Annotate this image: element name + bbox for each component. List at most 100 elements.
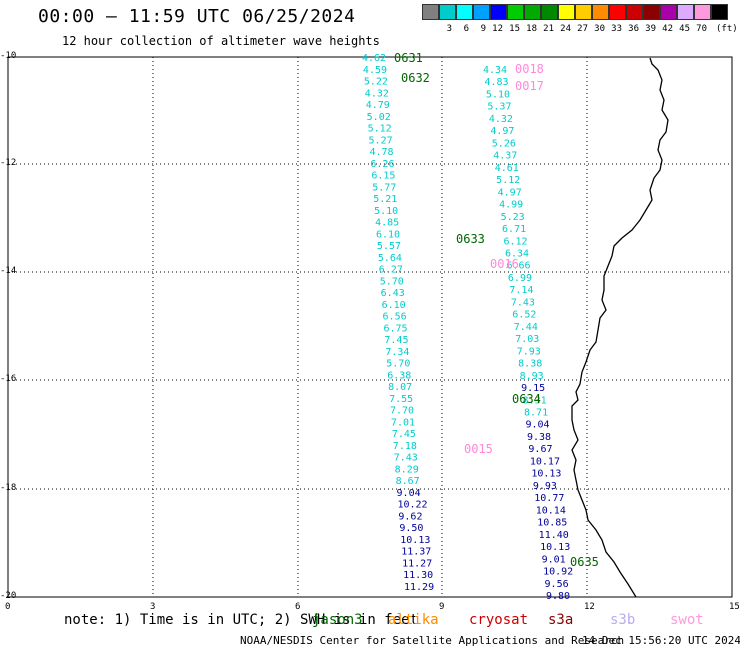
track-b-value: 10.13 <box>531 469 561 480</box>
track-a-value: 6.27 <box>379 265 403 276</box>
track-b-value: 9.15 <box>521 383 545 394</box>
legend-swatch <box>524 4 541 20</box>
mission-label: cryosat <box>469 612 529 628</box>
mission-label: swot <box>670 612 704 628</box>
track-b-value: 6.12 <box>504 236 528 247</box>
legend-swatch <box>507 4 524 20</box>
mission-label: jason3 <box>312 612 363 628</box>
lon-tick-label: 6 <box>295 602 301 612</box>
track-a-value: 8.67 <box>396 476 420 487</box>
track-a-value: 9.04 <box>397 488 421 499</box>
track-id-label: 0634 <box>512 392 541 406</box>
track-id-label: 0016 <box>490 257 519 271</box>
track-b-value: 8.71 <box>524 408 548 419</box>
track-b-value: 9.80 <box>546 591 570 602</box>
track-id-label: 0632 <box>401 71 430 85</box>
track-a-value: 5.77 <box>372 182 396 193</box>
track-a-value: 7.45 <box>392 429 416 440</box>
track-a-value: 5.70 <box>386 359 410 370</box>
legend-label: 12 <box>492 24 503 34</box>
track-b-value: 4.99 <box>499 200 523 211</box>
track-b-value: 10.17 <box>530 456 560 467</box>
legend-label: 24 <box>560 24 571 34</box>
legend-swatch <box>626 4 643 20</box>
track-a-value: 6.38 <box>387 370 411 381</box>
track-a-value: 9.62 <box>398 511 422 522</box>
legend-label: 3 <box>446 24 452 34</box>
lon-tick-label: 12 <box>584 602 595 612</box>
track-b-value: 6.52 <box>512 310 536 321</box>
track-a-value: 4.85 <box>375 218 399 229</box>
track-b-value: 9.56 <box>545 579 569 590</box>
legend-swatch <box>694 4 711 20</box>
lat-tick-label: -18 <box>0 483 17 493</box>
track-a-value: 7.43 <box>394 453 418 464</box>
track-a-value: 5.10 <box>374 206 398 217</box>
track-id-label: 0631 <box>394 51 423 65</box>
track-a-value: 8.07 <box>388 382 412 393</box>
track-a-value: 4.78 <box>369 147 393 158</box>
legend-swatch <box>643 4 660 20</box>
track-a-value: 8.29 <box>395 464 419 475</box>
track-b-value: 4.97 <box>498 187 522 198</box>
coastline <box>571 57 669 598</box>
track-a-value: 6.75 <box>383 323 407 334</box>
track-a-value: 7.70 <box>390 406 414 417</box>
track-a-value: 5.22 <box>364 77 388 88</box>
legend-label: 21 <box>543 24 554 34</box>
track-b-value: 9.01 <box>542 554 566 565</box>
track-b-value: 7.03 <box>515 334 539 345</box>
track-a-value: 5.21 <box>373 194 397 205</box>
legend-swatch <box>677 4 694 20</box>
track-b-value: 8.93 <box>520 371 544 382</box>
lon-tick-label: 15 <box>729 602 740 612</box>
legend-swatch <box>473 4 490 20</box>
legend-label: 9 <box>480 24 486 34</box>
track-a-value: 7.45 <box>384 335 408 346</box>
track-b-value: 9.38 <box>527 432 551 443</box>
track-a-value: 5.64 <box>378 253 402 264</box>
track-b-value: 8.31 <box>523 395 547 406</box>
track-b-value: 4.32 <box>489 114 513 125</box>
track-b-value: 4.97 <box>490 126 514 137</box>
track-b-value: 11.40 <box>539 530 569 541</box>
track-b-value: 6.66 <box>506 261 530 272</box>
legend-swatch <box>575 4 592 20</box>
track-a-value: 11.27 <box>402 558 432 569</box>
track-a-value: 9.50 <box>399 523 423 534</box>
legend-unit: (ft) <box>716 24 738 34</box>
track-id-label: 0015 <box>464 442 493 456</box>
track-a-value: 10.22 <box>397 500 427 511</box>
track-b-value: 4.37 <box>493 151 517 162</box>
track-a-value: 6.43 <box>381 288 405 299</box>
lon-tick-label: 0 <box>5 602 11 612</box>
track-a-value: 4.59 <box>363 65 387 76</box>
track-a-value: 4.79 <box>366 100 390 111</box>
track-b-value: 10.92 <box>543 567 573 578</box>
track-a-value: 7.55 <box>389 394 413 405</box>
legend-label: 45 <box>679 24 690 34</box>
track-b-value: 10.14 <box>536 505 566 516</box>
track-b-value: 5.12 <box>496 175 520 186</box>
track-b-value: 4.61 <box>495 163 519 174</box>
legend-swatch <box>456 4 473 20</box>
track-b-value: 5.37 <box>487 102 511 113</box>
track-b-value: 5.26 <box>492 138 516 149</box>
track-a-value: 11.30 <box>403 570 433 581</box>
track-a-value: 7.01 <box>391 417 415 428</box>
map-subtitle: 12 hour collection of altimeter wave hei… <box>62 34 380 48</box>
track-a-value: 4.32 <box>365 88 389 99</box>
track-a-value: 6.15 <box>371 171 395 182</box>
track-a-value: 6.56 <box>383 312 407 323</box>
legend-swatch <box>439 4 456 20</box>
track-id-label: 0018 <box>515 62 544 76</box>
map-title: 00:00 — 11:59 UTC 06/25/2024 <box>38 6 356 27</box>
track-a-value: 5.12 <box>368 124 392 135</box>
track-a-value: 11.29 <box>404 582 434 593</box>
lat-tick-label: -14 <box>0 266 17 276</box>
legend-swatch <box>592 4 609 20</box>
track-b-value: 6.71 <box>502 224 526 235</box>
mission-label: altika <box>388 612 439 628</box>
track-a-value: 6.26 <box>370 159 394 170</box>
